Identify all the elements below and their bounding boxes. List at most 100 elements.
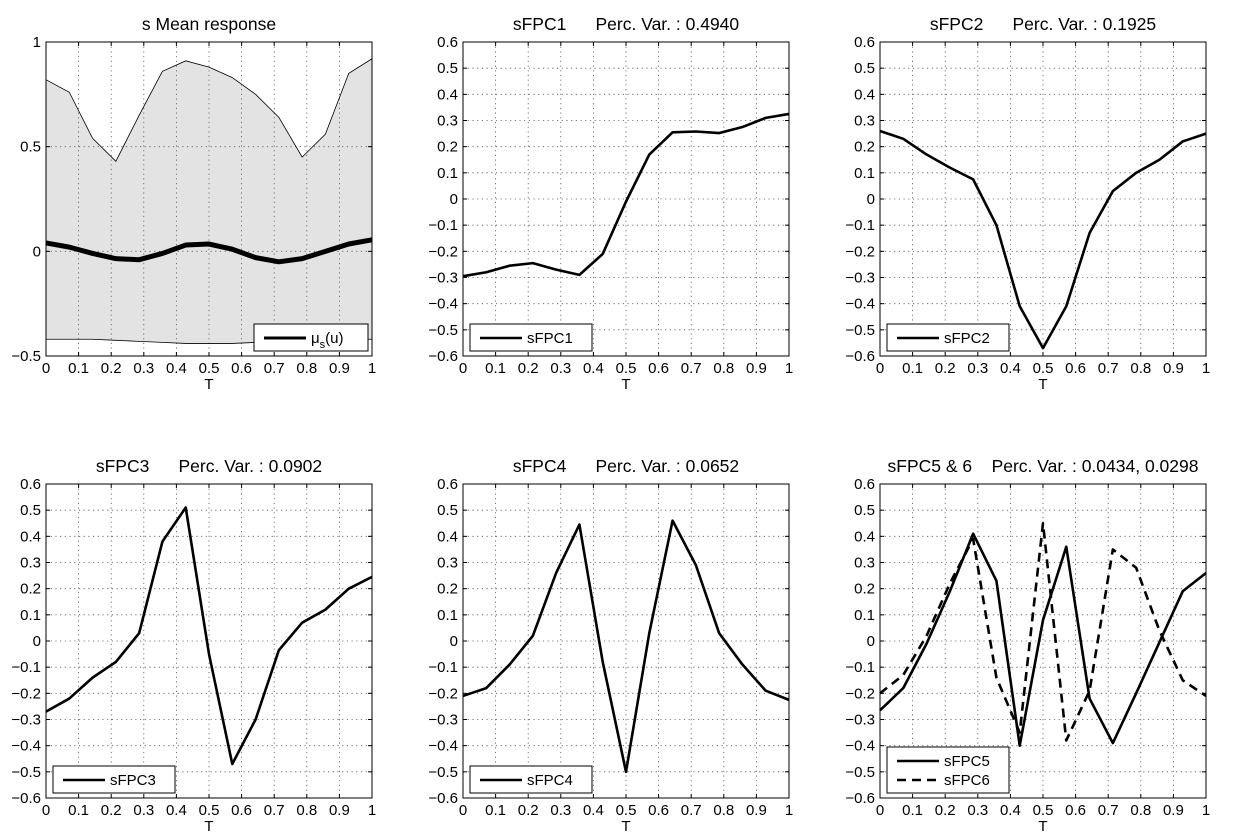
y-tick-label: 0.3 xyxy=(437,555,458,572)
y-tick-label: 0.2 xyxy=(854,139,875,156)
y-tick-label: −0.1 xyxy=(845,659,875,676)
y-tick-label: 0.3 xyxy=(854,113,875,130)
x-tick-label: 0.8 xyxy=(1130,360,1151,377)
y-tick-label: 0.3 xyxy=(437,113,458,130)
y-tick-label: −0.3 xyxy=(845,712,875,729)
y-tick-label: 0.5 xyxy=(20,139,41,156)
legend-label: sFPC6 xyxy=(944,772,990,789)
y-tick-label: 0 xyxy=(867,191,875,208)
y-tick-label: −0.3 xyxy=(845,270,875,287)
chart-fpc4: 0 0.1 0.2 0.3 0.4 0.5 0.6 0.7 0.8 0.9 1 −0.6 −0.5 −0.… xyxy=(428,456,793,835)
chart-title: sFPC5 & 6 Perc. Var. : 0.0434, 0.0298 xyxy=(888,456,1199,476)
x-tick-label: 0.1 xyxy=(485,360,506,377)
x-tick-label: 0.3 xyxy=(133,360,154,377)
y-tick-label: −0.6 xyxy=(428,348,458,365)
legend-box xyxy=(253,323,369,352)
legend-label: sFPC3 xyxy=(110,772,156,789)
y-tick-label: 0.6 xyxy=(854,476,875,493)
y-tick-label: −0.2 xyxy=(11,685,41,702)
y-tick-label: 0.4 xyxy=(437,528,458,545)
y-tick-label: −0.1 xyxy=(428,217,458,234)
y-tick-label: 0.4 xyxy=(437,86,458,103)
y-tick-label: 0.1 xyxy=(437,607,458,624)
x-tick-label: 0.5 xyxy=(1033,360,1054,377)
legend: sFPC1 xyxy=(469,323,593,352)
chart-mean: 0 0.1 0.2 0.3 0.4 0.5 0.6 0.7 0.8 0.9 1−0.500.51s … xyxy=(11,14,376,393)
y-tick-label: −0.3 xyxy=(428,712,458,729)
x-tick-label: 1 xyxy=(1202,360,1210,377)
x-tick-label: 1 xyxy=(785,802,793,819)
x-tick-label: 0.5 xyxy=(199,802,220,819)
y-tick-label: −0.6 xyxy=(11,790,41,807)
x-tick-label: 0.4 xyxy=(1000,360,1021,377)
x-tick-label: 0.9 xyxy=(329,802,350,819)
x-tick-label: 0.1 xyxy=(902,802,923,819)
x-tick-label: 0.1 xyxy=(68,360,89,377)
x-tick-label: 0.9 xyxy=(746,360,767,377)
x-tick-label: 0.7 xyxy=(264,360,285,377)
x-tick-label: 1 xyxy=(368,360,376,377)
y-tick-label: 0.6 xyxy=(437,34,458,51)
legend-label: sFPC1 xyxy=(527,330,573,347)
y-tick-label: −0.2 xyxy=(428,685,458,702)
y-tick-label: 0.4 xyxy=(854,86,875,103)
x-tick-label: 0.8 xyxy=(296,360,317,377)
x-tick-label: 0.7 xyxy=(264,802,285,819)
x-tick-label: 0.7 xyxy=(681,360,702,377)
y-tick-label: 0 xyxy=(33,243,41,260)
y-tick-label: 0.2 xyxy=(437,581,458,598)
y-tick-label: 0.3 xyxy=(20,555,41,572)
chart-title: s Mean response xyxy=(142,14,276,34)
x-tick-label: 0.5 xyxy=(616,360,637,377)
series-line-sfpc1 xyxy=(462,112,790,278)
x-tick-label: 0.6 xyxy=(648,802,669,819)
x-axis-label: T xyxy=(1038,818,1047,835)
x-tick-label: 0.5 xyxy=(1033,802,1054,819)
x-tick-label: 0.2 xyxy=(935,360,956,377)
series-line-sfpc4 xyxy=(462,519,790,774)
x-tick-label: 0.3 xyxy=(967,360,988,377)
legend: sFPC5 sFPC6 xyxy=(886,746,1010,794)
series-line-su xyxy=(45,237,373,265)
y-tick-label: 0.3 xyxy=(854,555,875,572)
x-tick-label: 0.6 xyxy=(231,802,252,819)
x-tick-label: 0.4 xyxy=(166,360,187,377)
y-tick-label: −0.4 xyxy=(428,738,458,755)
legend: sFPC2 xyxy=(886,323,1010,352)
y-tick-label: 0.1 xyxy=(854,607,875,624)
legend: sFPC4 xyxy=(469,765,593,794)
x-tick-label: 0.3 xyxy=(967,802,988,819)
x-axis-label: T xyxy=(621,818,630,835)
y-tick-label: −0.5 xyxy=(11,348,41,365)
x-tick-label: 0.9 xyxy=(329,360,350,377)
legend-label-arg: (u) xyxy=(325,330,343,347)
y-tick-label: 0.4 xyxy=(854,528,875,545)
x-tick-label: 0 xyxy=(876,802,884,819)
y-tick-label: 0.4 xyxy=(20,528,41,545)
legend-label-sub: s xyxy=(320,339,326,351)
x-tick-label: 0.6 xyxy=(1065,360,1086,377)
y-tick-label: 0.5 xyxy=(437,60,458,77)
x-axis-label: T xyxy=(204,376,213,393)
y-tick-label: 0.1 xyxy=(20,607,41,624)
legend-label: sFPC2 xyxy=(944,330,990,347)
y-tick-label: −0.5 xyxy=(428,764,458,781)
x-tick-label: 0.3 xyxy=(550,802,571,819)
x-tick-label: 0.6 xyxy=(648,360,669,377)
x-tick-label: 0.8 xyxy=(296,802,317,819)
chart-fpc1: 0 0.1 0.2 0.3 0.4 0.5 0.6 0.7 0.8 0.9 1 −0.6 −0.5 −0.… xyxy=(428,14,793,393)
y-tick-label: −0.1 xyxy=(11,659,41,676)
y-tick-label: 0.5 xyxy=(20,502,41,519)
series-line-sfpc5 xyxy=(879,532,1207,747)
x-tick-label: 0.7 xyxy=(1098,802,1119,819)
y-tick-label: 0.2 xyxy=(437,139,458,156)
y-tick-label: −0.6 xyxy=(428,790,458,807)
series-line-sfpc6 xyxy=(879,521,1207,742)
x-axis-label: T xyxy=(204,818,213,835)
chart-title: sFPC4 Perc. Var. : 0.0652 xyxy=(513,456,739,476)
y-tick-label: −0.1 xyxy=(428,659,458,676)
x-tick-label: 0.3 xyxy=(133,802,154,819)
x-tick-label: 0.9 xyxy=(1163,360,1184,377)
y-tick-label: 0 xyxy=(450,191,458,208)
legend-label: μs(u) xyxy=(311,330,344,351)
